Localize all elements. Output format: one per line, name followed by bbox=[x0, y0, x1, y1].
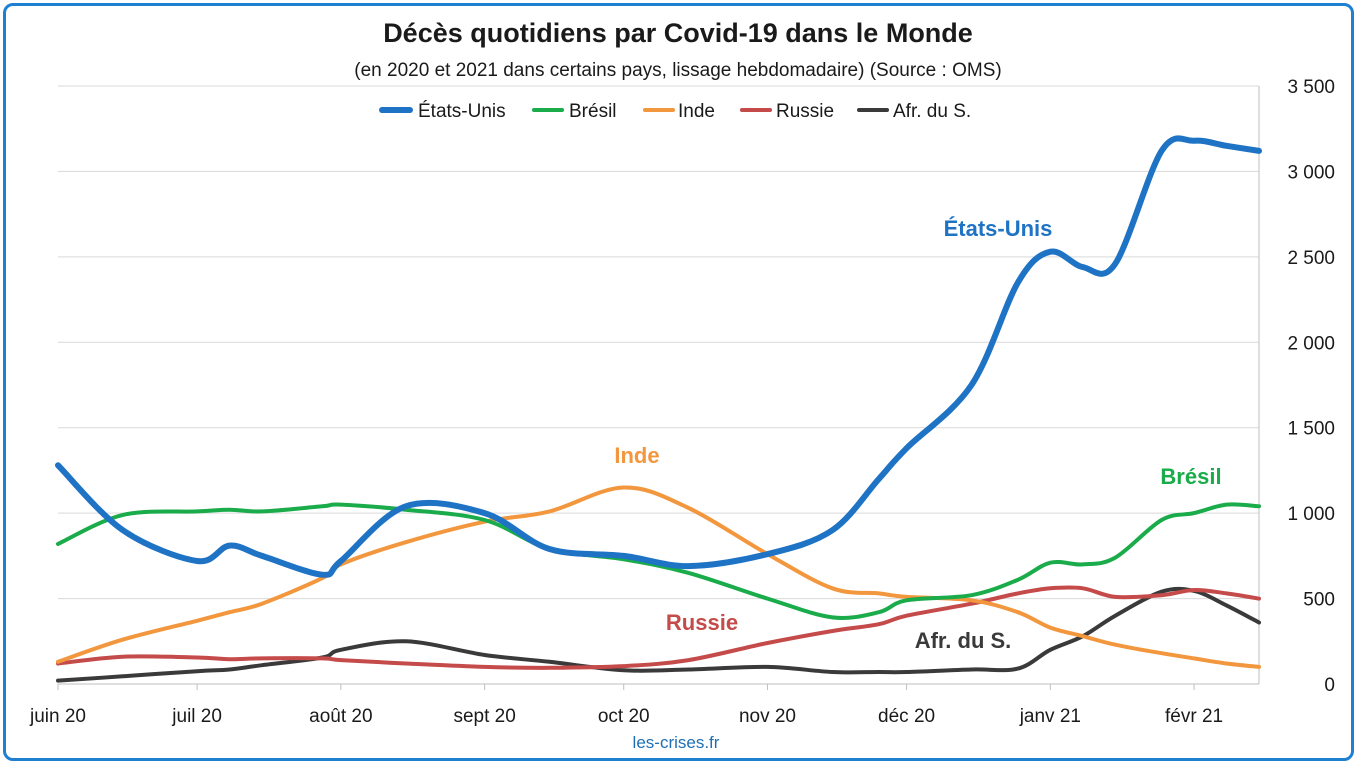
y-tick-label: 1 000 bbox=[1287, 504, 1335, 525]
y-tick-label: 3 500 bbox=[1287, 77, 1335, 98]
series-line-etats-unis bbox=[55, 135, 1262, 578]
legend: États-Unis Brésil Inde Russie Afr. du S. bbox=[379, 101, 971, 122]
y-axis-ticks: 0 500 1 000 1 500 2 000 2 500 3 000 3 500 bbox=[1287, 77, 1335, 696]
legend-label: Inde bbox=[678, 101, 715, 122]
y-tick-label: 3 000 bbox=[1287, 162, 1335, 183]
x-tick-label: déc 20 bbox=[878, 706, 935, 727]
annotation-bresil: Brésil bbox=[1160, 464, 1221, 489]
y-tick-label: 2 000 bbox=[1287, 333, 1335, 354]
y-tick-label: 0 bbox=[1324, 675, 1335, 696]
chart-frame bbox=[3, 3, 1354, 761]
annotation-inde: Inde bbox=[614, 443, 659, 468]
annotation-russie: Russie bbox=[666, 610, 738, 635]
chart-title: Décès quotidiens par Covid-19 dans le Mo… bbox=[383, 18, 973, 48]
x-tick-label: juil 20 bbox=[171, 706, 222, 727]
legend-label: Russie bbox=[776, 101, 834, 122]
x-tick-label: sept 20 bbox=[453, 706, 515, 727]
series-line-bresil bbox=[56, 502, 1261, 620]
annotation-etats-unis: États-Unis bbox=[944, 216, 1053, 241]
series-line-inde bbox=[56, 485, 1261, 669]
gridlines bbox=[58, 85, 1260, 685]
x-tick-label: juin 20 bbox=[29, 706, 86, 727]
x-axis-ticks: juin 20 juil 20 août 20 sept 20 oct 20 nov 20… bbox=[29, 684, 1223, 727]
x-tick-label: août 20 bbox=[309, 706, 372, 727]
source-note: les-crises.fr bbox=[633, 733, 720, 752]
legend-label: Afr. du S. bbox=[893, 101, 971, 122]
x-tick-label: févr 21 bbox=[1165, 706, 1223, 727]
legend-label: États-Unis bbox=[418, 101, 506, 122]
series-line-afr-du-s bbox=[56, 586, 1261, 683]
x-tick-label: janv 21 bbox=[1019, 706, 1081, 727]
y-tick-label: 1 500 bbox=[1287, 419, 1335, 440]
y-tick-label: 2 500 bbox=[1287, 248, 1335, 269]
x-tick-label: nov 20 bbox=[739, 706, 796, 727]
chart-subtitle: (en 2020 et 2021 dans certains pays, lis… bbox=[354, 60, 1001, 81]
series-line-russie bbox=[56, 585, 1261, 670]
x-tick-label: oct 20 bbox=[598, 706, 650, 727]
y-tick-label: 500 bbox=[1303, 590, 1335, 611]
legend-label: Brésil bbox=[569, 101, 617, 122]
series-lines bbox=[55, 135, 1262, 683]
series-annotations: États-Unis Brésil Inde Russie Afr. du S. bbox=[614, 216, 1221, 653]
annotation-afr-du-s: Afr. du S. bbox=[915, 628, 1012, 653]
